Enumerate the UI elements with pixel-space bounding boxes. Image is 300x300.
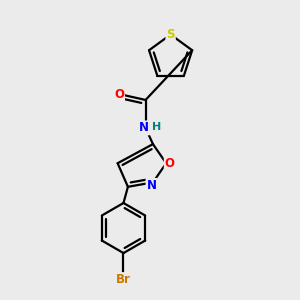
Text: H: H: [152, 122, 161, 132]
Text: N: N: [146, 179, 157, 192]
Text: O: O: [165, 157, 175, 170]
Text: N: N: [139, 122, 149, 134]
Text: O: O: [114, 88, 124, 100]
Text: S: S: [167, 28, 175, 41]
Text: Br: Br: [116, 273, 131, 286]
